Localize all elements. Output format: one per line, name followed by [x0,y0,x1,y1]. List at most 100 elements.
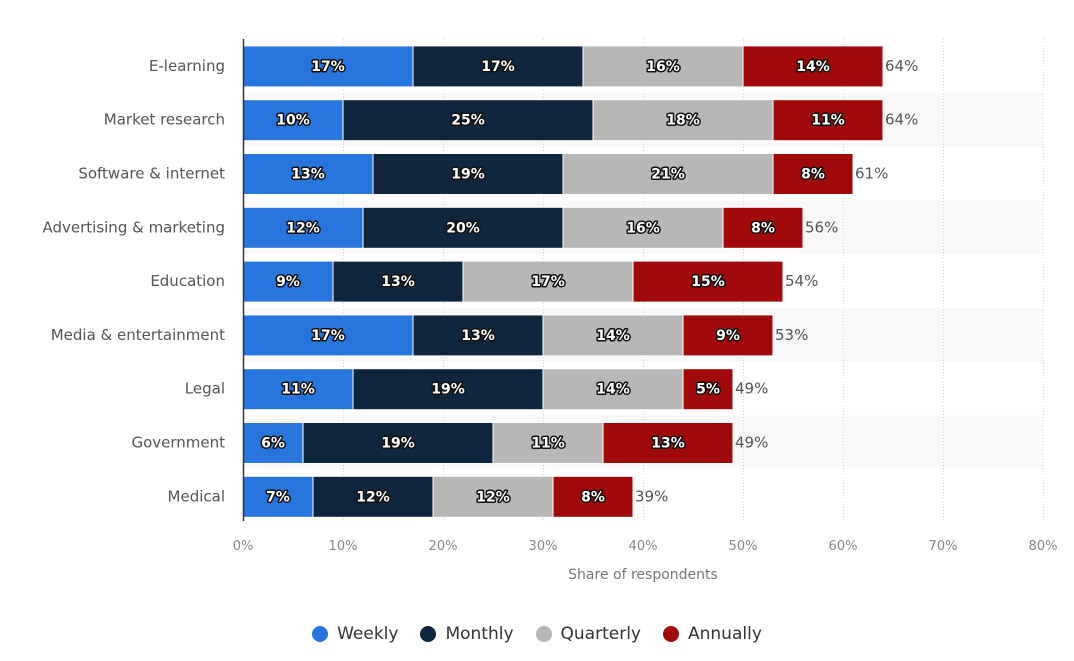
data-label: 13% [291,167,325,183]
data-label: 19% [451,167,485,183]
total-label: 39% [635,487,668,505]
x-tick-label: 0% [233,539,254,554]
bar-segment-annually[interactable] [602,422,734,464]
data-label: 6% [261,436,285,452]
data-label: 7% [266,489,290,505]
x-tick-label: 50% [729,539,758,554]
category-label: Advertising & marketing [42,218,225,236]
bar-segment-quarterly[interactable] [432,475,554,518]
data-label: 12% [286,220,320,236]
bar-segment-monthly[interactable] [352,368,544,411]
data-label: 17% [481,59,515,75]
total-label: 61% [855,165,888,183]
data-label: 8% [751,220,775,236]
legend-item-quarterly[interactable]: Quarterly [535,624,641,644]
bar-segment-quarterly[interactable] [462,260,634,303]
data-label: 18% [666,113,700,129]
data-label: 11% [281,382,315,398]
bar-segment-annually[interactable] [682,368,734,411]
bar-segment-quarterly[interactable] [592,99,774,142]
data-label: 16% [646,59,680,75]
total-label: 53% [775,326,808,344]
data-label: 19% [431,382,465,398]
category-label: Education [150,272,225,290]
data-label: 12% [476,489,510,505]
bar-segment-weekly[interactable] [242,206,364,249]
bar-segment-annually[interactable] [742,45,884,88]
bar-segment-monthly[interactable] [302,422,494,464]
total-label: 49% [735,380,768,398]
bar-segment-monthly[interactable] [372,153,564,195]
bar-segment-annually[interactable] [772,153,854,195]
bar-segment-weekly[interactable] [242,314,414,357]
x-tick-label: 30% [529,539,558,554]
data-label: 9% [716,328,740,344]
bar-segment-annually[interactable] [632,260,784,303]
legend-item-annually[interactable]: Annually [663,624,762,644]
bar-segment-annually[interactable] [722,206,804,249]
bar-segment-annually[interactable] [552,475,634,518]
category-labels: E-learning Market research Software & inte… [42,57,225,505]
total-label: 56% [805,218,838,236]
data-label: 14% [596,328,630,344]
bar-segment-weekly[interactable] [242,368,354,411]
legend-marker-icon [535,626,552,642]
legend-label: Monthly [445,624,514,644]
category-label: E-learning [149,57,225,75]
category-label: Media & entertainment [51,326,225,344]
data-label: 19% [381,436,415,452]
x-axis-title: Share of respondents [568,567,718,583]
bar-segment-monthly[interactable] [412,45,584,88]
bar-segment-quarterly[interactable] [562,153,774,195]
x-tick-label: 80% [1029,539,1058,554]
data-label: 12% [356,489,390,505]
legend-item-weekly[interactable]: Weekly [312,624,398,644]
category-label: Market research [104,111,225,129]
data-label: 17% [311,59,345,75]
data-label: 17% [311,328,345,344]
data-label: 15% [691,274,725,290]
total-label: 49% [735,434,768,452]
data-label: 11% [811,113,845,129]
x-tick-labels: 0% 10% 20% 30% 40% 50% 60% 70% 80% [233,539,1058,554]
x-tick-label: 10% [329,539,358,554]
legend-label: Quarterly [560,624,641,644]
bar-segment-weekly[interactable] [242,153,374,195]
legend-item-monthly[interactable]: Monthly [420,624,514,644]
x-tick-label: 60% [829,539,858,554]
bar-segment-monthly[interactable] [312,475,434,518]
legend-marker-icon [312,626,329,642]
bar-segment-monthly[interactable] [342,99,594,142]
category-label: Software & internet [78,165,225,183]
total-label: 64% [885,57,918,75]
legend: Weekly Monthly Quarterly Annually [0,624,1074,644]
legend-marker-icon [420,626,437,642]
x-tick-label: 40% [629,539,658,554]
data-label: 13% [381,274,415,290]
bar-segment-annually[interactable] [772,99,884,142]
category-label: Legal [185,380,225,398]
data-label: 11% [531,436,565,452]
bar-segment-monthly[interactable] [332,260,464,303]
bar-segment-monthly[interactable] [362,206,564,249]
data-label: 14% [596,382,630,398]
data-label: 20% [446,220,480,236]
data-label: 13% [461,328,495,344]
bars: 17% 17% 16% 14% 64% 10% 25% 18% 11% 64% 13% 19% 21% 8… [242,45,918,518]
data-label: 10% [276,113,310,129]
data-label: 21% [651,167,685,183]
data-label: 17% [531,274,565,290]
bar-segment-quarterly[interactable] [562,206,724,249]
x-tick-label: 70% [929,539,958,554]
bar-segment-weekly[interactable] [242,422,304,464]
category-label: Medical [168,487,225,505]
bar-segment-annually[interactable] [682,314,774,357]
legend-marker-icon [663,626,679,642]
data-label: 5% [696,382,720,398]
data-label: 14% [796,59,830,75]
legend-label: Weekly [337,624,399,644]
category-label: Government [131,434,225,452]
bar-segment-quarterly[interactable] [542,368,684,411]
data-label: 25% [451,113,485,129]
